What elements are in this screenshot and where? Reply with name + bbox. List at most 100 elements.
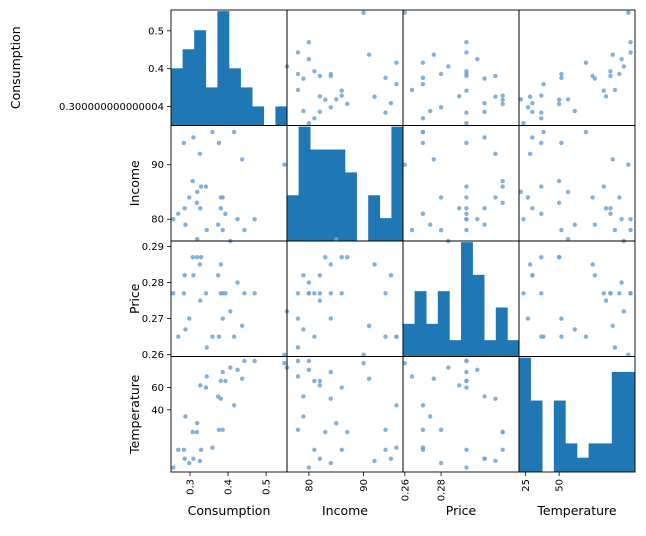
scatter-point [420,82,426,87]
scatter-point [572,327,577,332]
scatter-point [527,94,533,99]
scatter-point [608,69,613,74]
scatter-point [475,217,480,222]
scatter-point [559,334,564,339]
scatter-point [590,73,595,79]
panel-frame [402,125,520,242]
scatter-point [464,110,469,115]
scatter-point [372,458,377,464]
scatter-point [306,291,312,296]
scatter-point [383,110,388,115]
scatter-point [464,369,469,375]
scatter-point [334,236,339,242]
scatter-point [482,135,487,140]
scatter-point [420,129,426,135]
scatter-point [198,206,203,211]
scatter-point [530,135,535,140]
panel-frame [170,356,288,473]
scatter-point [195,420,200,426]
scatter-point [183,327,188,332]
scatter-point [295,316,301,321]
scatter-point [493,151,498,157]
y-tick-label: 60 [151,383,164,394]
scatter-point [231,334,237,339]
scatter-point [556,178,562,184]
scatter-point [204,345,209,350]
scatter-point [339,93,344,98]
histogram-bar-price [449,340,462,357]
panel-consumption-vs-income [284,9,404,126]
scatter-point [312,291,317,296]
scatter-point [626,10,631,15]
scatter-point [312,447,317,452]
scatter-point [239,376,245,381]
scatter-point [388,100,394,106]
scatter-point [518,97,524,102]
scatter-point [626,162,631,167]
scatter-point [198,298,203,303]
scatter-point [464,195,469,200]
panel-price-vs-income [284,236,404,357]
scatter-point [328,369,333,375]
scatter-point [366,323,372,329]
scatter-point [328,71,333,77]
scatter-point [204,227,209,233]
scatter-point [610,323,615,329]
scatter-point [583,60,589,65]
y-axis-label-consumption: Consumption [8,26,23,109]
scatter-point [282,360,287,366]
scatter-point [617,195,622,200]
scatter-point [220,369,225,375]
scatter-point [464,227,469,233]
scatter-point [438,227,444,233]
scatter-point [628,39,633,45]
scatter-point [541,82,546,87]
histogram-bar-income [345,172,357,241]
panel-consumption-vs-temperature [518,9,636,126]
scatter-point [420,427,426,432]
scatter-point [619,57,624,62]
scatter-point [438,460,444,466]
scatter-point [301,327,306,332]
scatter-point [301,273,306,278]
scatter-point [231,129,237,135]
histogram-bar-income [333,149,346,241]
x-axis-label-temperature: Temperature [536,503,616,518]
histogram-bar-price [437,291,450,357]
scatter-point [420,445,426,450]
scatter-point [530,100,535,106]
scatter-point [420,75,426,80]
scatter-point [228,309,233,314]
scatter-point [295,87,301,93]
panel-temperature-vs-consumption [170,356,288,473]
scatter-point [530,206,535,211]
scatter-point [220,427,225,432]
scatter-point [203,291,209,296]
scatter-point [559,71,564,77]
histogram-bar-temperature [553,400,566,472]
histogram-bar-price [507,340,520,357]
scatter-point [500,184,505,189]
scatter-point [493,396,498,401]
scatter-point [210,445,215,450]
panel-frame [286,9,404,126]
histogram-bar-consumption [229,68,241,126]
panel-frame [170,240,288,357]
scatter-point [242,358,247,364]
scatter-point [525,195,531,200]
scatter-point [500,200,505,206]
histogram-bar-price [484,340,497,357]
scatter-point [420,140,426,146]
scatter-point [464,121,469,126]
scatter-point [482,394,487,399]
scatter-point [231,403,237,408]
scatter-point [612,227,618,233]
scatter-point [601,291,606,296]
scatter-point [475,57,480,62]
scatter-point [295,374,301,379]
scatter-point [344,429,350,435]
scatter-point [197,151,203,157]
x-tick-label: 0.4 [224,479,235,495]
scatter-point [171,465,176,470]
scatter-point [339,255,344,260]
